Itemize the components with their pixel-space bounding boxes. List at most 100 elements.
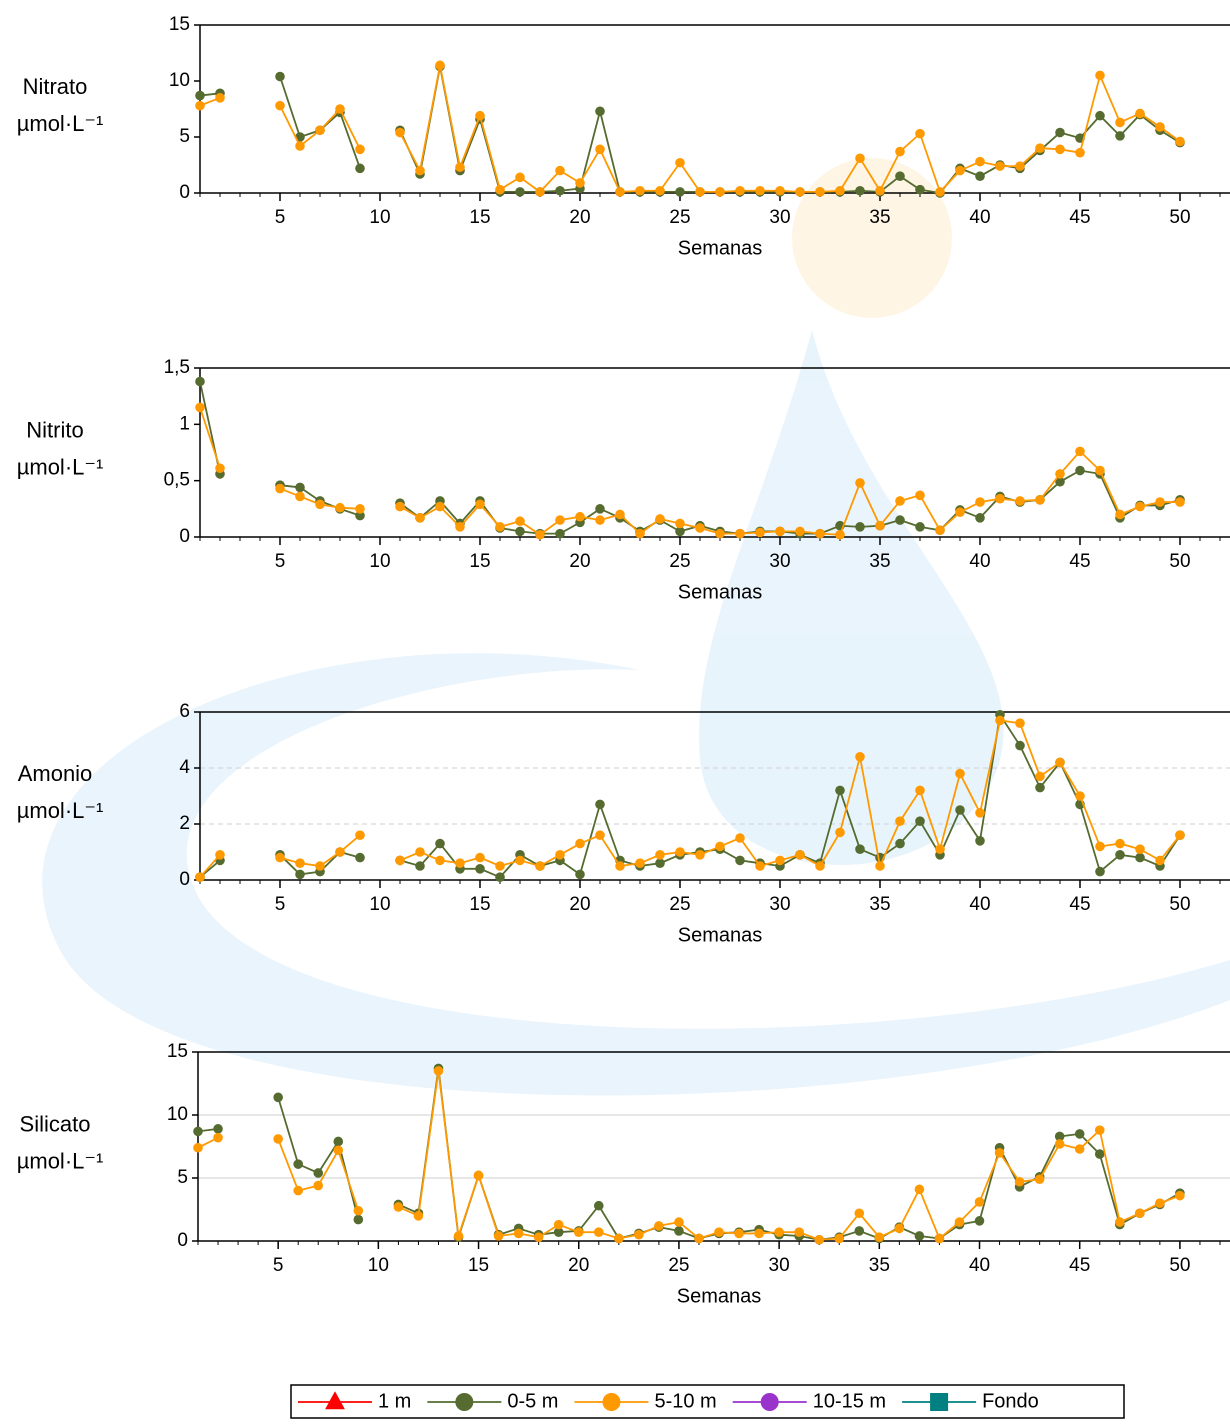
x-tick-label: 10 <box>369 207 390 228</box>
marker <box>193 1126 203 1137</box>
x-tick-label: 40 <box>969 1255 990 1276</box>
x-tick-label: 30 <box>769 894 790 915</box>
marker <box>495 872 505 882</box>
chart: 0 2 4 6 5 10 15 20 25 30 35 40 45 50 Semanas Amonio µmol… <box>17 701 1230 946</box>
marker <box>774 1227 784 1237</box>
marker <box>273 1134 283 1144</box>
marker <box>855 478 865 488</box>
x-tick-label: 35 <box>869 894 890 915</box>
marker <box>1055 127 1065 138</box>
marker <box>602 1393 621 1411</box>
x-tick-label: 35 <box>869 1255 890 1276</box>
marker <box>675 526 685 537</box>
marker <box>675 518 685 529</box>
marker <box>1175 830 1185 840</box>
marker <box>674 1226 684 1236</box>
marker <box>935 525 945 536</box>
marker <box>1095 110 1105 121</box>
marker <box>654 1221 664 1231</box>
marker <box>475 852 485 863</box>
x-tick-label: 45 <box>1069 551 1090 572</box>
marker <box>313 1168 324 1178</box>
marker <box>475 864 485 874</box>
y-tick-label: 5 <box>177 1167 188 1188</box>
marker <box>1095 841 1105 852</box>
marker <box>975 836 985 846</box>
x-tick-label: 10 <box>369 894 390 915</box>
marker <box>1095 866 1105 877</box>
marker <box>1055 476 1065 487</box>
marker <box>755 185 765 196</box>
marker <box>815 528 825 539</box>
x-axis-title: Semanas <box>678 924 763 946</box>
marker <box>1035 782 1045 793</box>
marker <box>515 526 525 537</box>
marker <box>695 523 705 533</box>
x-tick-label: 25 <box>668 1255 689 1276</box>
marker <box>355 504 365 514</box>
marker <box>395 855 405 866</box>
marker <box>595 106 605 117</box>
marker <box>293 1159 303 1169</box>
x-tick-label: 25 <box>669 207 690 228</box>
marker <box>355 852 365 863</box>
x-tick-label: 20 <box>569 207 590 228</box>
marker <box>1175 136 1185 147</box>
x-tick-label: 35 <box>869 207 890 228</box>
marker <box>955 507 965 518</box>
marker <box>195 402 205 413</box>
marker <box>975 513 985 523</box>
marker <box>835 785 845 796</box>
marker <box>1155 1198 1165 1208</box>
marker <box>593 1227 604 1237</box>
marker <box>1155 122 1165 132</box>
marker <box>915 490 925 501</box>
marker <box>1175 1190 1185 1201</box>
legend-label: 10-15 m <box>813 1390 886 1412</box>
marker <box>875 185 885 196</box>
marker <box>495 522 505 532</box>
marker <box>875 520 885 531</box>
y-axis-title: Nitrito <box>26 417 83 442</box>
y-axis-title: Amonio <box>18 761 93 786</box>
y-tick-label: 15 <box>169 14 190 35</box>
x-tick-label: 30 <box>769 551 790 572</box>
marker <box>955 165 965 176</box>
marker <box>1015 740 1025 751</box>
marker <box>614 1233 624 1244</box>
x-tick-label: 40 <box>969 551 990 572</box>
marker <box>914 1184 925 1195</box>
marker <box>333 1145 344 1156</box>
marker <box>675 847 685 857</box>
marker <box>415 861 425 871</box>
marker <box>215 93 225 103</box>
x-tick-label: 10 <box>368 1255 389 1276</box>
x-tick-label: 35 <box>869 551 890 572</box>
marker <box>433 1066 444 1076</box>
y-tick-label: 4 <box>179 757 190 778</box>
x-tick-label: 15 <box>469 894 490 915</box>
marker <box>393 1202 404 1212</box>
marker <box>275 100 285 111</box>
x-tick-label: 45 <box>1069 1255 1090 1276</box>
marker <box>1094 1149 1105 1159</box>
x-tick-label: 15 <box>468 1255 489 1276</box>
marker <box>874 1232 885 1243</box>
marker <box>914 1231 925 1241</box>
marker <box>415 513 425 523</box>
marker <box>555 165 565 176</box>
marker <box>615 509 625 520</box>
y-tick-label: 0 <box>179 869 190 890</box>
marker <box>895 171 905 181</box>
marker <box>555 528 565 539</box>
marker <box>1175 497 1185 507</box>
marker <box>1094 1125 1105 1135</box>
marker <box>533 1232 544 1243</box>
marker <box>475 499 485 510</box>
marker <box>775 855 785 866</box>
y-tick-label: 0,5 <box>164 470 190 491</box>
marker <box>714 1227 724 1237</box>
marker <box>493 1231 504 1241</box>
